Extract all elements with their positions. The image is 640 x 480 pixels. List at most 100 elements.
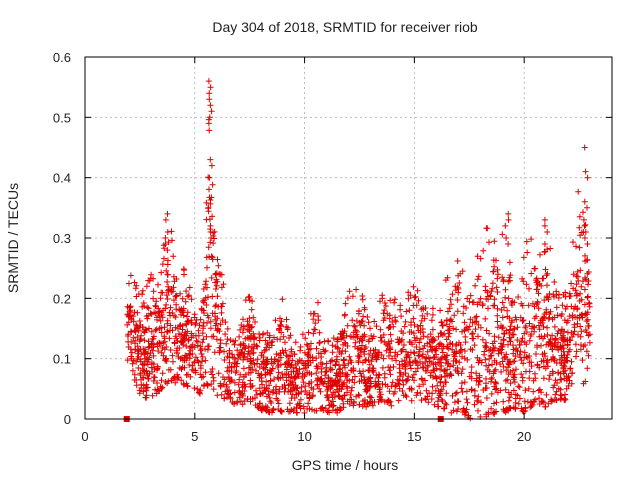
data-point [562, 289, 569, 296]
data-point [132, 340, 138, 347]
data-point [170, 253, 177, 260]
data-point [202, 281, 209, 288]
data-point [456, 359, 463, 366]
data-point [399, 336, 405, 343]
data-point [213, 302, 220, 309]
data-point [141, 360, 148, 367]
data-point [524, 354, 531, 361]
data-point [161, 255, 167, 262]
data-point [183, 288, 190, 295]
data-point [185, 371, 191, 378]
data-point [558, 376, 565, 383]
data-point [560, 332, 567, 339]
data-point [435, 403, 442, 410]
data-point [176, 365, 183, 371]
data-point [206, 96, 213, 103]
data-point [348, 359, 355, 366]
data-point [368, 358, 375, 365]
data-point [455, 370, 462, 377]
data-point [520, 360, 527, 367]
data-point [184, 293, 191, 300]
data-point [276, 388, 283, 395]
data-point [427, 331, 434, 338]
data-point [191, 344, 198, 350]
data-point [403, 377, 409, 384]
data-point [179, 334, 186, 341]
data-point [378, 352, 385, 358]
data-point [560, 348, 567, 355]
data-point [154, 380, 161, 386]
data-point [154, 367, 160, 373]
data-point [361, 304, 368, 311]
data-point [366, 361, 373, 368]
data-point [225, 374, 232, 380]
data-point [305, 380, 312, 387]
data-point [180, 341, 187, 348]
data-point [411, 321, 418, 328]
data-point [571, 324, 578, 331]
data-point [209, 371, 216, 378]
data-point [239, 384, 246, 391]
data-point [248, 306, 255, 313]
data-point [344, 322, 351, 329]
data-point [499, 274, 506, 281]
data-point [193, 332, 199, 339]
data-point [280, 374, 286, 381]
data-point [470, 335, 477, 342]
data-point [289, 357, 296, 364]
data-point [164, 247, 171, 254]
data-point [463, 324, 470, 331]
data-point [557, 386, 564, 393]
data-point [325, 338, 332, 345]
data-point [288, 373, 295, 380]
data-point [403, 393, 410, 400]
data-point [485, 305, 491, 312]
data-point [550, 291, 557, 298]
data-point [308, 371, 315, 378]
data-point [439, 398, 446, 405]
data-point [186, 362, 193, 368]
data-point [159, 370, 166, 377]
data-point [566, 313, 573, 320]
data-point [207, 84, 214, 91]
data-point [376, 349, 383, 356]
data-point [584, 270, 591, 277]
data-point [387, 297, 394, 304]
data-point [475, 321, 482, 328]
data-point [314, 381, 321, 388]
data-point [451, 399, 458, 406]
data-point [494, 312, 501, 319]
data-point [247, 377, 254, 384]
data-point [141, 329, 148, 336]
data-point [361, 374, 367, 381]
data-point [207, 102, 214, 109]
data-point [268, 368, 275, 374]
data-point [174, 371, 181, 378]
data-point [576, 298, 583, 304]
data-point [473, 370, 480, 377]
data-point [491, 296, 498, 303]
data-point [531, 370, 538, 377]
data-point [206, 127, 213, 134]
data-point [305, 400, 312, 407]
data-point [349, 293, 356, 300]
data-point [129, 367, 136, 374]
data-point [494, 289, 501, 295]
data-point [424, 334, 431, 340]
x-axis-label: GPS time / hours [292, 457, 399, 473]
data-point [319, 404, 326, 411]
data-point [263, 356, 270, 363]
data-point [185, 292, 192, 299]
data-point [226, 387, 232, 394]
data-point [463, 388, 470, 395]
data-point [150, 335, 157, 342]
data-point [307, 310, 314, 317]
data-point [408, 365, 414, 372]
data-point [286, 335, 292, 341]
data-point [348, 387, 355, 394]
data-point [508, 391, 515, 398]
data-point [538, 398, 545, 405]
data-point [277, 315, 283, 322]
data-point [345, 360, 352, 367]
